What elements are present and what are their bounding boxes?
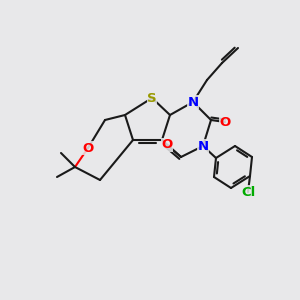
Text: N: N <box>188 95 199 109</box>
Text: O: O <box>219 116 231 128</box>
Text: O: O <box>161 139 172 152</box>
Text: Cl: Cl <box>241 185 255 199</box>
Text: N: N <box>197 140 208 152</box>
Text: S: S <box>147 92 157 104</box>
Text: O: O <box>82 142 94 154</box>
